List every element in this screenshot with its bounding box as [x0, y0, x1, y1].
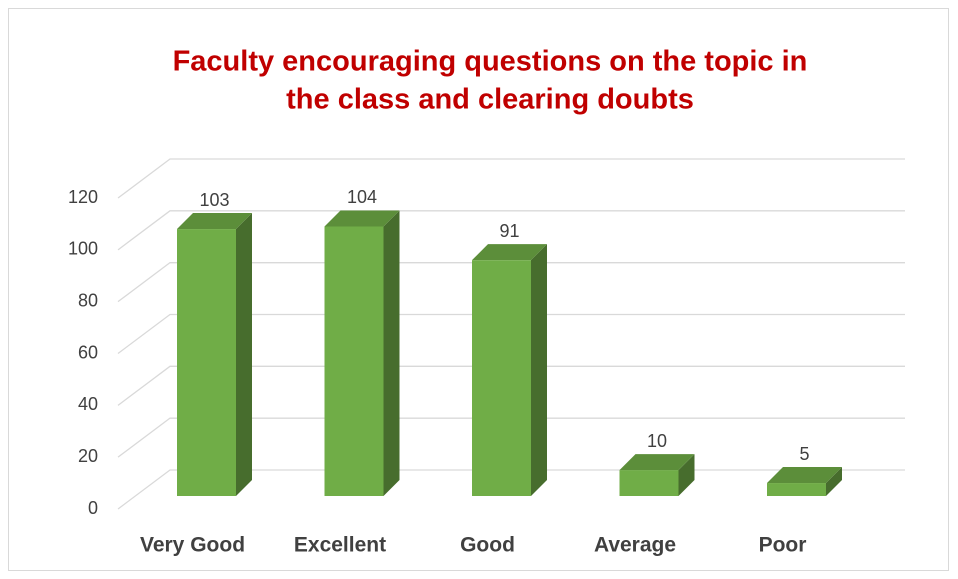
value-label: 104: [347, 187, 377, 207]
bar-side: [531, 244, 547, 496]
bar-top: [619, 454, 695, 471]
bar-top: [324, 210, 400, 227]
grid-line: [117, 313, 905, 355]
value-label: 10: [647, 431, 667, 451]
x-tick-label: Very Good: [140, 534, 245, 557]
bar: [767, 483, 826, 496]
chart-title: Faculty encouraging questions on the top…: [173, 46, 808, 78]
value-label: 91: [499, 221, 519, 241]
bar-top: [177, 213, 252, 230]
grid-line: [117, 365, 905, 406]
value-label: 103: [199, 190, 229, 210]
bar: [177, 229, 236, 496]
y-tick-label: 80: [78, 290, 98, 310]
bar: [472, 260, 531, 496]
bar: [619, 470, 679, 496]
x-tick-label: Excellent: [294, 534, 386, 557]
y-tick-label: 40: [78, 394, 98, 414]
y-tick-label: 120: [68, 187, 98, 207]
value-label: 5: [799, 444, 809, 464]
y-tick-label: 100: [68, 239, 98, 259]
bar: [324, 226, 384, 496]
x-tick-label: Good: [460, 534, 515, 557]
grid-line: [117, 417, 905, 458]
grid-line: [117, 262, 905, 303]
x-tick-label: Average: [594, 534, 676, 557]
y-tick-label: 0: [88, 498, 98, 518]
x-tick-label: Poor: [759, 534, 807, 557]
bar-side: [678, 454, 695, 496]
bar-side: [826, 467, 842, 496]
grid-line: [117, 210, 905, 251]
bar-side: [236, 213, 252, 496]
bar-side: [383, 210, 400, 496]
bar-top: [767, 467, 842, 484]
bar-top: [472, 244, 547, 261]
chart-title: the class and clearing doubts: [286, 84, 694, 116]
grid-line: [117, 158, 905, 199]
y-tick-label: 20: [78, 446, 98, 466]
y-tick-label: 60: [78, 342, 98, 362]
